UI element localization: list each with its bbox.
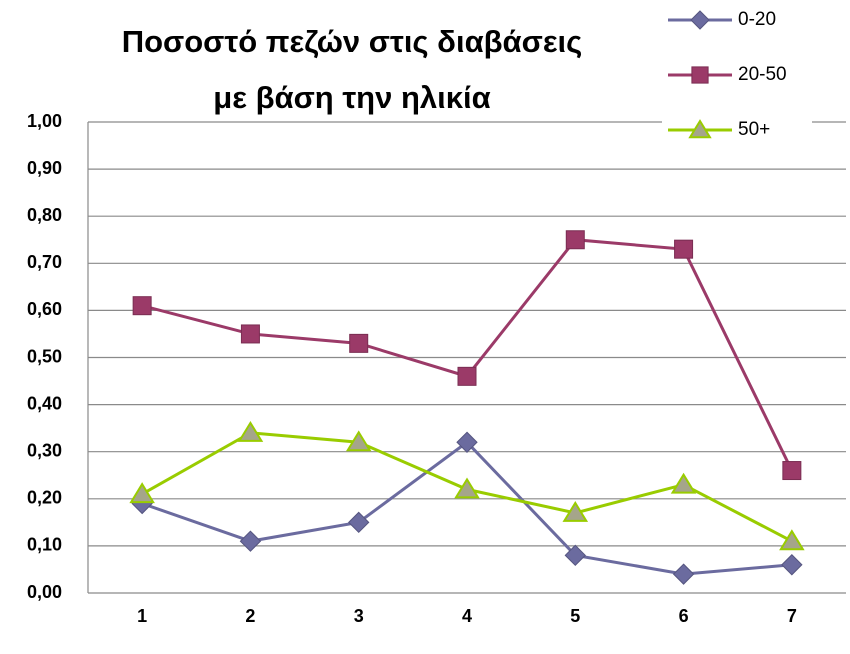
marker xyxy=(239,530,262,552)
y-tick-label: 0,00 xyxy=(27,582,62,602)
x-tick-label: 2 xyxy=(245,606,255,626)
y-tick-label: 0,10 xyxy=(27,535,62,555)
y-tick-label: 0,70 xyxy=(27,252,62,272)
marker xyxy=(562,501,589,522)
marker xyxy=(237,420,264,442)
x-tick-label: 4 xyxy=(462,606,472,626)
legend-label: 20-50 xyxy=(738,64,787,85)
marker xyxy=(349,333,369,353)
legend-label: 50+ xyxy=(738,119,770,140)
marker xyxy=(456,431,478,453)
y-tick-label: 0,20 xyxy=(27,488,62,508)
marker xyxy=(674,239,694,259)
y-tick-label: 1,00 xyxy=(27,111,62,131)
y-tick-label: 0,80 xyxy=(27,205,62,225)
y-tick-label: 0,50 xyxy=(27,346,62,366)
marker xyxy=(564,544,586,567)
marker xyxy=(782,461,802,481)
marker xyxy=(779,529,805,551)
x-tick-label: 1 xyxy=(137,606,147,626)
marker xyxy=(132,296,152,316)
y-tick-label: 0,30 xyxy=(27,440,62,460)
y-tick-label: 0,90 xyxy=(27,158,62,178)
marker xyxy=(672,563,695,585)
y-tick-label: 0,60 xyxy=(27,299,62,319)
marker xyxy=(688,119,712,139)
marker xyxy=(670,472,697,494)
x-tick-label: 7 xyxy=(787,606,797,626)
series-line xyxy=(141,440,792,576)
x-tick-label: 6 xyxy=(679,606,689,626)
marker xyxy=(781,554,803,576)
marker xyxy=(129,482,155,504)
y-tick-label: 0,40 xyxy=(27,393,62,413)
chart-title: Ποσοστό πεζών στις διαβάσεις xyxy=(122,24,583,59)
marker xyxy=(457,366,477,386)
x-tick-label: 5 xyxy=(570,606,580,626)
marker xyxy=(348,511,370,534)
marker xyxy=(565,230,585,250)
legend-label: 0-20 xyxy=(738,9,776,30)
x-tick-label: 3 xyxy=(354,606,364,626)
marker xyxy=(691,66,709,84)
marker xyxy=(454,477,480,499)
marker xyxy=(690,10,710,30)
chart-title: με βάση την ηλικία xyxy=(213,80,490,115)
marker xyxy=(240,324,260,344)
marker xyxy=(345,430,372,452)
